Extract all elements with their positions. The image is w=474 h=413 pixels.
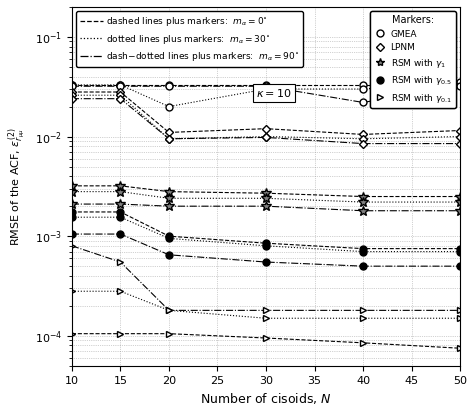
Legend: GMEA, LPNM, RSM with $\gamma_1$, RSM with $\gamma_{0.5}$, RSM with $\gamma_{0.1}: GMEA, LPNM, RSM with $\gamma_1$, RSM wit… bbox=[370, 12, 456, 108]
X-axis label: Number of cisoids, $N$: Number of cisoids, $N$ bbox=[200, 391, 332, 406]
Y-axis label: RMSE of the ACF, $\epsilon_{r_{\mu\mu}}^{(2)}$: RMSE of the ACF, $\epsilon_{r_{\mu\mu}}^… bbox=[7, 127, 29, 246]
Text: $\kappa = 10$: $\kappa = 10$ bbox=[256, 87, 292, 99]
